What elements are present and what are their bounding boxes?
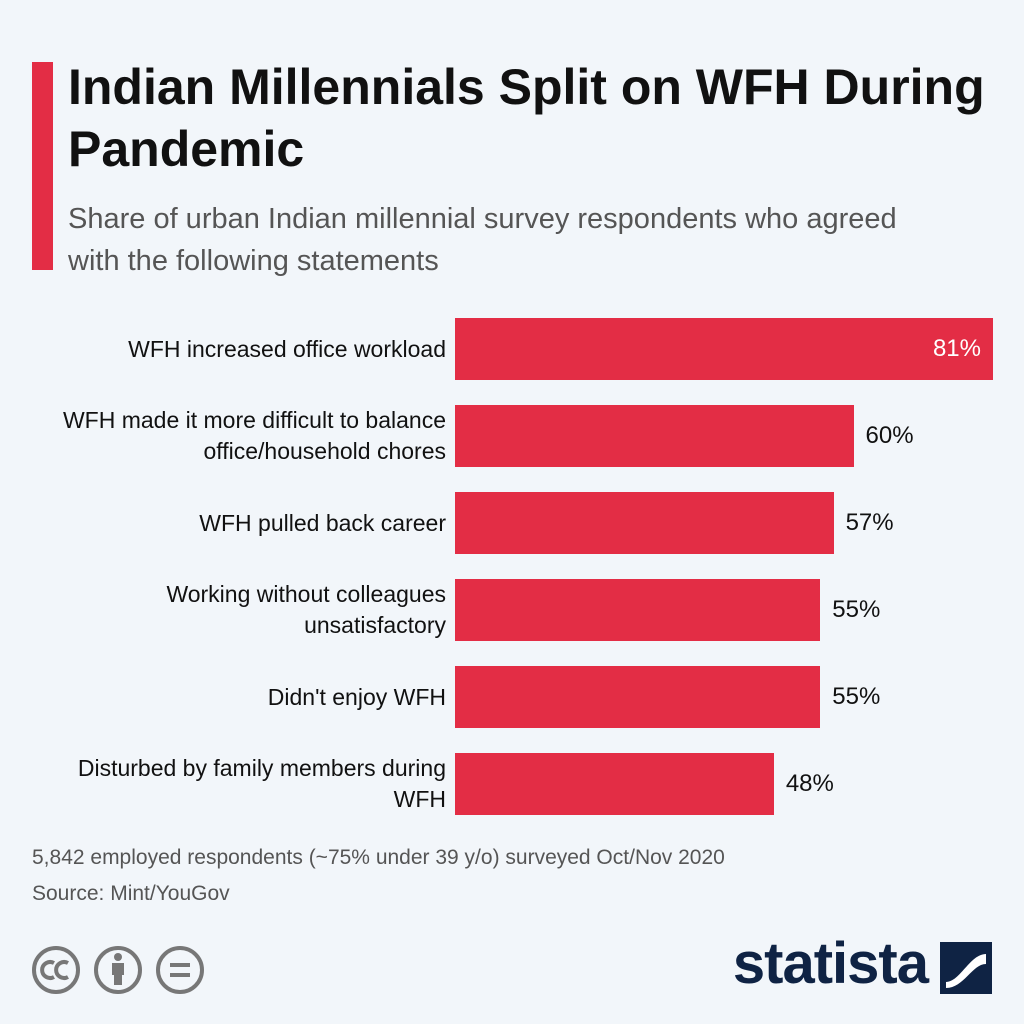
bar [455,753,774,815]
value-label: 81% [932,335,981,362]
category-label: WFH increased office workload [128,335,446,362]
value-label: 57% [845,509,894,536]
logo: statista [732,931,929,996]
category-label: WFH pulled back career [199,509,446,536]
value-label: 55% [832,596,881,623]
bar [455,405,854,467]
bar [455,318,993,380]
category-label: WFH made it more difficult to balance of… [62,407,446,464]
value-label: 55% [832,683,881,710]
category-label: Didn't enjoy WFH [267,683,446,710]
accent-bar [32,62,53,270]
footnote: 5,842 employed respondents (~75% under 3… [32,846,725,869]
bar [455,492,834,554]
license-icons [32,946,204,994]
logo-icon [940,942,992,994]
chart-title: Indian Millennials Split on WFH During P… [68,59,985,177]
source: Source: Mint/YouGov [32,882,230,905]
bar [455,579,821,641]
category-label: Disturbed by family members during WFH [77,755,446,812]
chart-subtitle: Share of urban Indian millennial survey … [68,203,897,277]
bar [455,666,821,728]
category-label: Working without colleagues unsatisfactor… [166,581,446,638]
value-label: 60% [865,422,914,449]
value-label: 48% [785,770,834,797]
